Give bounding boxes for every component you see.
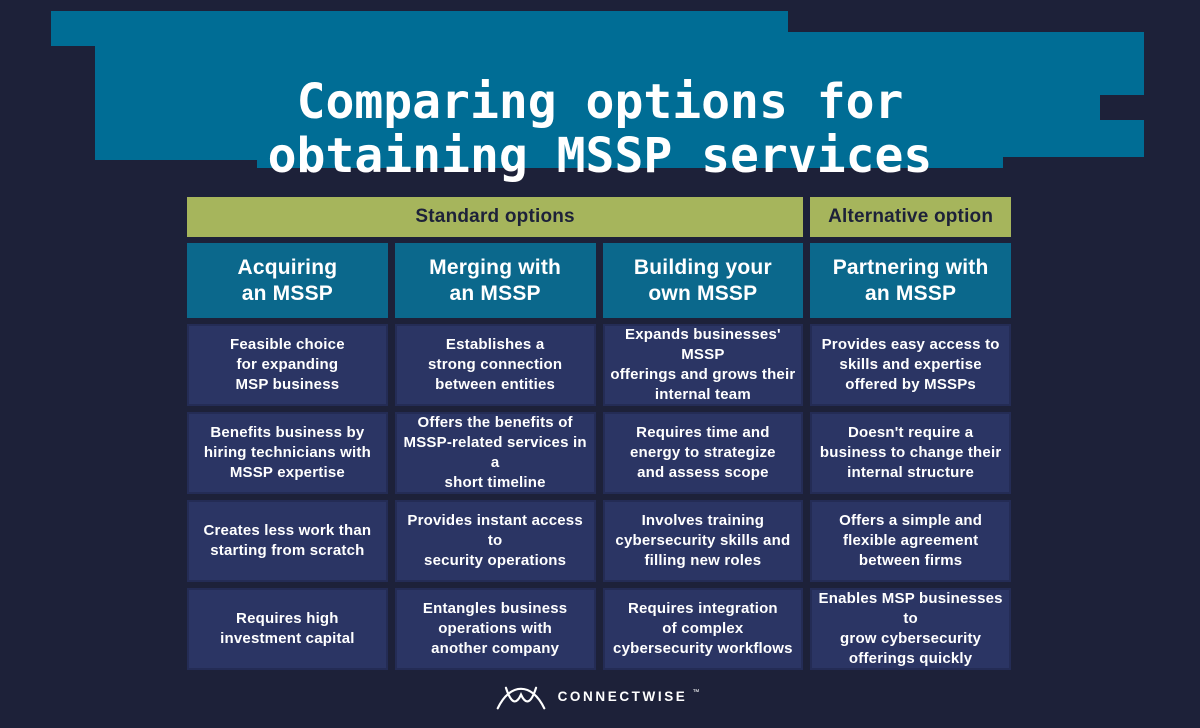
column-header-acquiring: Acquiring an MSSP: [187, 243, 388, 318]
table-cell: Requires time and energy to strategize a…: [602, 412, 804, 494]
column-header-partnering: Partnering with an MSSP: [810, 243, 1011, 318]
table-cell: Requires high investment capital: [187, 588, 388, 670]
banner-step-bottom-left: [95, 157, 257, 160]
group-header-standard-options: Standard options: [187, 197, 804, 237]
title-banner: [95, 46, 1144, 157]
banner-notch: [1100, 95, 1144, 120]
comparison-table: Standard options Alternative option Acqu…: [187, 197, 1011, 670]
table-cell: Requires integration of complex cybersec…: [602, 588, 804, 670]
table-cell: Expands businesses' MSSP offerings and g…: [602, 324, 804, 406]
table-cell: Provides easy access to skills and exper…: [810, 324, 1011, 406]
footer-brand: CONNECTWISE ™: [0, 678, 1200, 714]
banner-step-bottom: [257, 157, 1003, 168]
column-header-merging: Merging with an MSSP: [394, 243, 596, 318]
table-cell: Establishes a strong connection between …: [394, 324, 596, 406]
table-cell: Enables MSP businesses to grow cybersecu…: [810, 588, 1011, 670]
banner-step-top: [51, 11, 788, 46]
table-cell: Doesn't require a business to change the…: [810, 412, 1011, 494]
page-title: Comparing options for obtaining MSSP ser…: [267, 74, 933, 185]
trademark-symbol: ™: [692, 688, 700, 696]
table-cell: Entangles business operations with anoth…: [394, 588, 596, 670]
column-header-building: Building your own MSSP: [602, 243, 804, 318]
connectwise-w-mark-icon: [496, 686, 545, 710]
table-cell: Feasible choice for expanding MSP busine…: [187, 324, 388, 406]
table-cell: Involves training cybersecurity skills a…: [602, 500, 804, 582]
table-cell: Provides instant access to security oper…: [394, 500, 596, 582]
group-header-alternative-option: Alternative option: [810, 197, 1011, 237]
table-cell: Offers the benefits of MSSP-related serv…: [394, 412, 596, 494]
banner-step-top-right: [788, 32, 1144, 46]
table-cell: Offers a simple and flexible agreement b…: [810, 500, 1011, 582]
table-cell: Creates less work than starting from scr…: [187, 500, 388, 582]
table-cell: Benefits business by hiring technicians …: [187, 412, 388, 494]
brand-name: CONNECTWISE: [557, 688, 688, 704]
